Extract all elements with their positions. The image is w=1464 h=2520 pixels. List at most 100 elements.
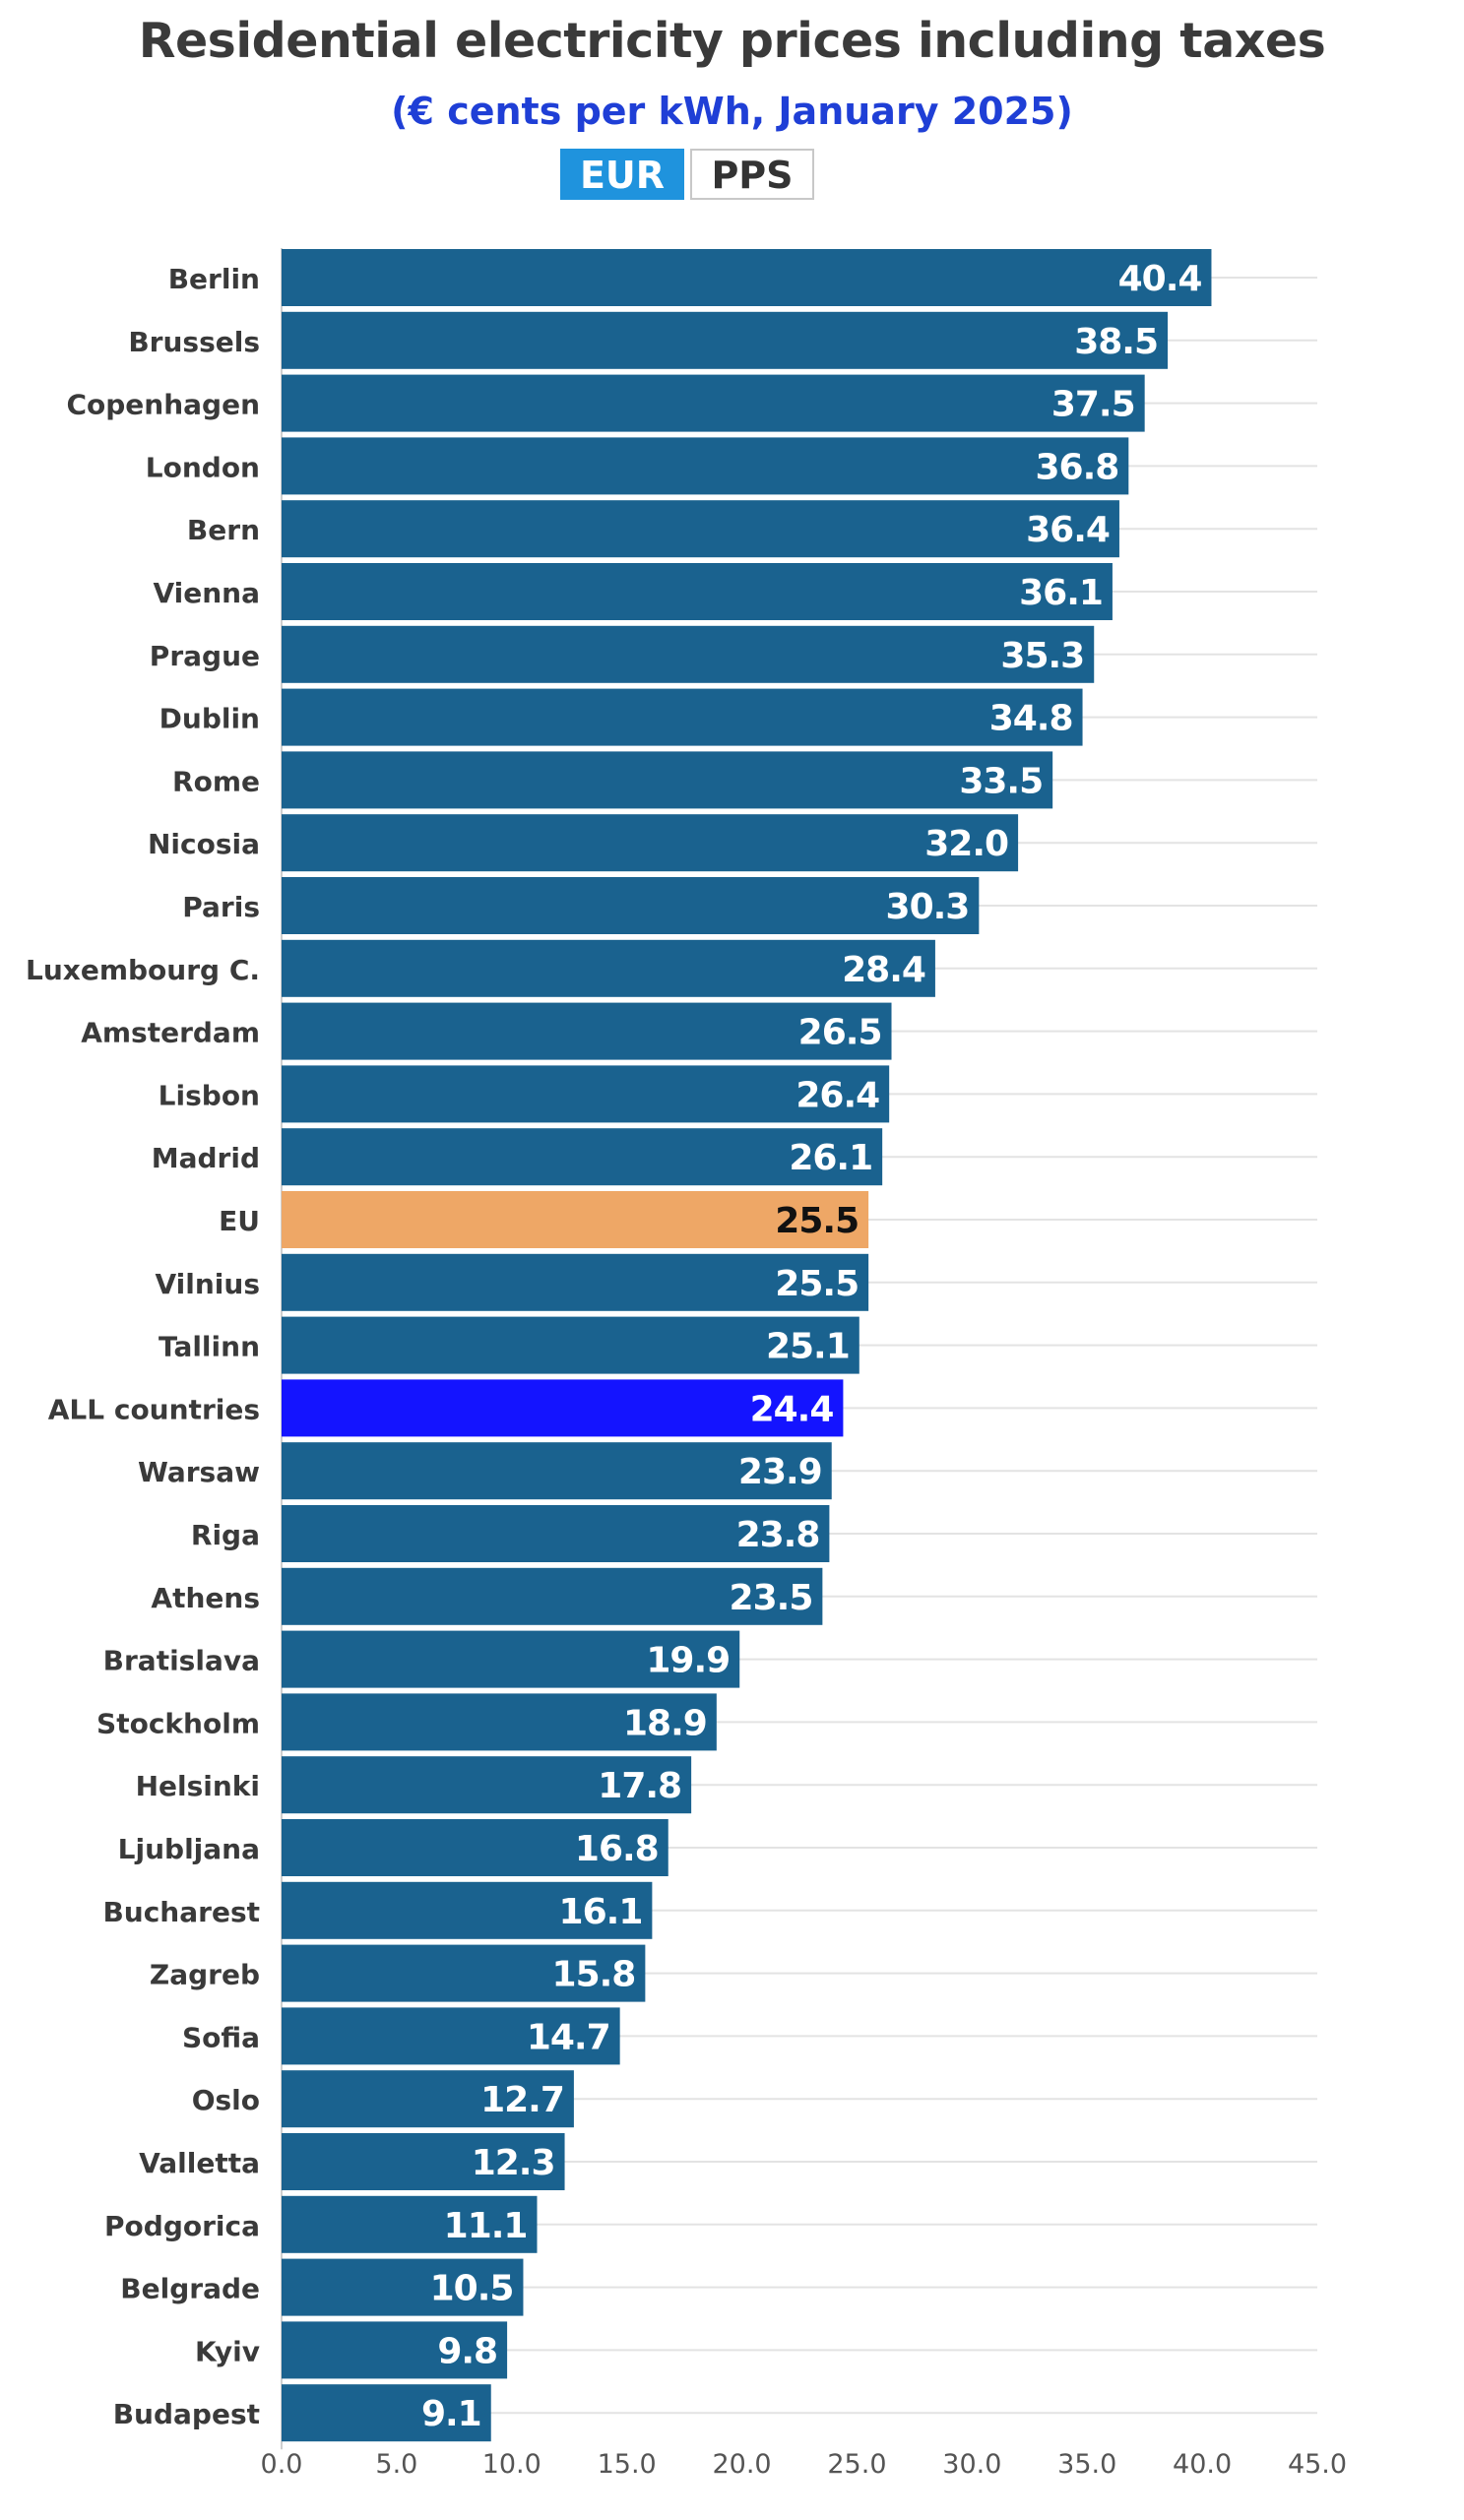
bar-sofia — [282, 2007, 620, 2065]
category-label: Lisbon — [159, 1079, 260, 1111]
category-label: Vilnius — [155, 1268, 260, 1300]
bar-copenhagen — [282, 374, 1145, 432]
category-label: Nicosia — [148, 828, 260, 860]
bar-eu — [282, 1191, 869, 1248]
bar-ljubljana — [282, 1819, 668, 1876]
category-label: Belgrade — [120, 2273, 260, 2305]
bar-bucharest — [282, 1881, 653, 1939]
category-label: Helsinki — [136, 1770, 260, 1802]
value-label: 23.5 — [730, 1578, 813, 1618]
value-label: 30.3 — [886, 887, 970, 927]
value-label: 36.8 — [1035, 447, 1118, 487]
value-label: 12.3 — [472, 2143, 555, 2183]
pps-toggle-button[interactable]: PPS — [690, 149, 814, 200]
bar-tallinn — [282, 1316, 859, 1374]
value-label: 17.8 — [598, 1766, 681, 1806]
x-tick-label: 35.0 — [1057, 2449, 1116, 2480]
category-label: Paris — [182, 891, 260, 923]
category-label: Kyiv — [195, 2335, 260, 2367]
bar-luxembourg-c — [282, 939, 935, 997]
category-label: EU — [219, 1205, 260, 1237]
value-label: 26.5 — [798, 1013, 882, 1053]
value-label: 28.4 — [842, 950, 925, 990]
category-label: Sofia — [182, 2021, 260, 2053]
bar-brussels — [282, 311, 1169, 369]
bar-bern — [282, 500, 1119, 558]
category-label: Prague — [150, 640, 260, 672]
currency-toggle: EUR PPS — [560, 149, 814, 200]
bar-vilnius — [282, 1253, 869, 1311]
value-label: 9.8 — [437, 2331, 497, 2371]
value-label: 37.5 — [1051, 385, 1135, 425]
bar-stockholm — [282, 1693, 717, 1751]
value-label: 35.3 — [1000, 636, 1084, 676]
bar-budapest — [282, 2384, 491, 2442]
category-label: Zagreb — [150, 1959, 260, 1991]
bar-madrid — [282, 1128, 883, 1186]
bar-berlin — [282, 249, 1212, 306]
value-label: 23.8 — [736, 1515, 820, 1555]
value-label: 26.4 — [796, 1075, 879, 1115]
value-label: 24.4 — [750, 1389, 834, 1429]
value-label: 16.8 — [575, 1829, 659, 1869]
category-label: Budapest — [113, 2398, 260, 2430]
value-label: 38.5 — [1074, 322, 1158, 362]
bar-riga — [282, 1505, 830, 1562]
bar-all-countries — [282, 1379, 844, 1437]
category-label: Oslo — [192, 2084, 260, 2116]
category-label: Brussels — [128, 326, 260, 358]
value-label: 19.9 — [646, 1641, 730, 1681]
x-tick-label: 5.0 — [375, 2449, 417, 2480]
value-label: 40.4 — [1118, 259, 1202, 299]
bar-belgrade — [282, 2258, 524, 2316]
value-label: 36.1 — [1019, 573, 1103, 613]
category-label: Bratislava — [103, 1645, 260, 1677]
category-label: Tallinn — [159, 1331, 260, 1363]
bar-london — [282, 437, 1129, 495]
x-tick-label: 30.0 — [942, 2449, 1001, 2480]
bar-amsterdam — [282, 1002, 892, 1060]
bar-vienna — [282, 563, 1113, 620]
bar-prague — [282, 625, 1095, 683]
category-label: Madrid — [152, 1142, 260, 1174]
category-label: Ljubljana — [118, 1833, 260, 1865]
category-label: Bern — [187, 514, 260, 546]
value-label: 32.0 — [924, 824, 1008, 864]
category-label: ALL countries — [48, 1393, 260, 1425]
bar-oslo — [282, 2070, 574, 2128]
value-label: 12.7 — [480, 2080, 564, 2120]
category-label: London — [146, 451, 260, 483]
bar-rome — [282, 751, 1053, 809]
bar-athens — [282, 1567, 823, 1625]
x-tick-label: 40.0 — [1173, 2449, 1232, 2480]
bar-valletta — [282, 2133, 565, 2190]
category-label: Bucharest — [102, 1896, 260, 1928]
category-label: Vienna — [153, 577, 260, 609]
x-tick-label: 45.0 — [1288, 2449, 1347, 2480]
category-label: Rome — [172, 765, 260, 797]
category-label: Copenhagen — [66, 389, 260, 421]
bar-lisbon — [282, 1065, 890, 1123]
chart-subtitle: (€ cents per kWh, January 2025) — [391, 90, 1073, 133]
bar-zagreb — [282, 1944, 646, 2002]
category-label: Stockholm — [96, 1707, 260, 1739]
x-tick-label: 20.0 — [712, 2449, 771, 2480]
bar-podgorica — [282, 2195, 538, 2253]
chart-title: Residential electricity prices including… — [138, 13, 1326, 69]
value-label: 11.1 — [444, 2206, 528, 2246]
category-label: Berlin — [168, 263, 260, 295]
value-label: 14.7 — [527, 2017, 610, 2057]
value-label: 33.5 — [959, 761, 1043, 801]
bar-kyiv — [282, 2321, 508, 2379]
value-label: 25.5 — [775, 1201, 859, 1241]
value-label: 34.8 — [989, 699, 1073, 739]
value-label: 36.4 — [1026, 510, 1110, 550]
value-label: 16.1 — [559, 1892, 643, 1932]
category-label: Valletta — [139, 2147, 260, 2179]
category-label: Amsterdam — [81, 1017, 260, 1049]
eur-toggle-button[interactable]: EUR — [560, 149, 684, 200]
bar-dublin — [282, 688, 1083, 746]
category-label: Athens — [151, 1582, 260, 1614]
bar-warsaw — [282, 1442, 832, 1500]
